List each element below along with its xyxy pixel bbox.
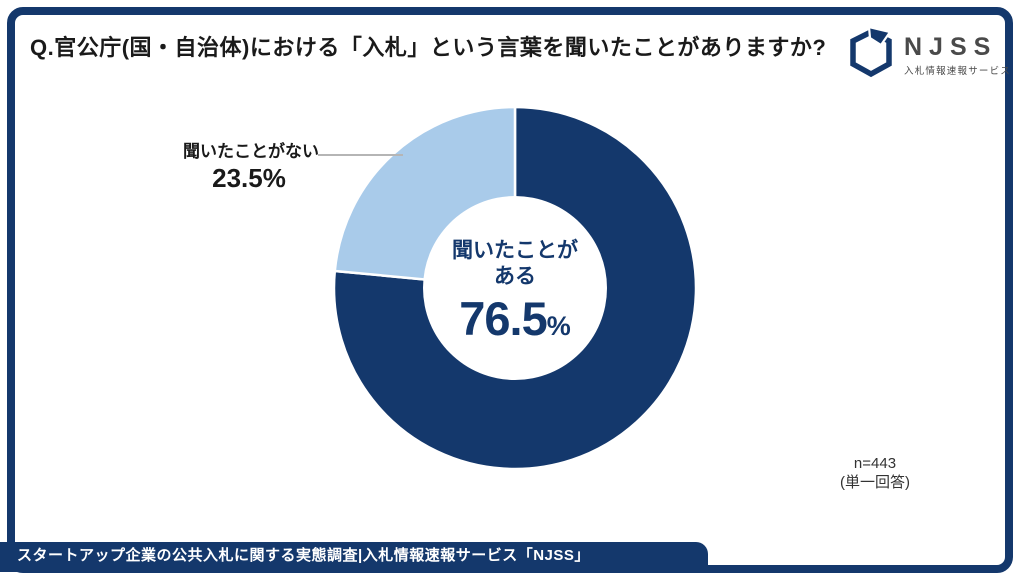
footer-source-text: スタートアップ企業の公共入札に関する実態調査|入札情報速報サービス「NJSS」 — [17, 547, 590, 564]
njss-logo-mark-icon — [848, 25, 894, 85]
center-value: 76.5 — [459, 291, 547, 345]
callout-value: 23.5% — [212, 163, 286, 194]
donut-chart — [332, 105, 698, 471]
answer-type: (単一回答) — [840, 473, 910, 491]
sample-size: n=443 — [853, 455, 897, 472]
center-value-unit: % — [546, 310, 571, 341]
donut-center-label: 聞いたことが ある 76.5% — [415, 238, 615, 342]
center-label-line1: 聞いたことが — [452, 239, 578, 262]
sample-size-note: n=443 (単一回答) — [813, 455, 937, 493]
callout-label: 聞いたことがない — [183, 142, 319, 161]
callout-leader-line — [318, 154, 403, 156]
callout-not-heard: 聞いたことがない 23.5% — [183, 141, 319, 194]
njss-logo-name: NJSS — [904, 32, 998, 61]
center-label-line2: ある — [494, 265, 536, 289]
njss-logo-tagline: 入札情報速報サービス — [904, 66, 1012, 78]
footer-source-bar: スタートアップ企業の公共入札に関する実態調査|入札情報速報サービス「NJSS」 — [0, 542, 708, 572]
njss-logo: NJSS 入札情報速報サービス — [848, 25, 1012, 85]
donut-hole — [423, 196, 607, 380]
question-title: Q.官公庁(国・自治体)における「入札」という言葉を聞いたことがありますか? — [30, 35, 827, 60]
